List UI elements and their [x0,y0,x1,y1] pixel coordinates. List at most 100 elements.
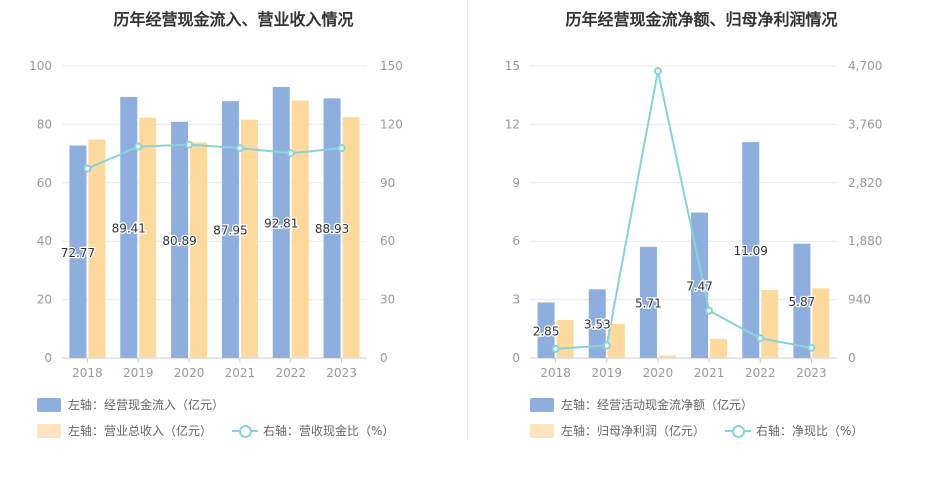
line-point [286,149,295,158]
bar-series-1 [69,145,87,358]
bar-series-2 [658,355,676,358]
legend-item-net-cash-flow[interactable]: 左轴：经营活动现金流净额（亿元） [530,396,753,413]
line-point [602,341,611,350]
x-axis-tick-label: 2019 [591,366,622,380]
x-axis-tick-label: 2018 [72,366,103,380]
bar-series-2 [190,142,208,358]
x-axis-tick-label: 2022 [275,366,306,380]
data-label: 87.95 [213,224,247,238]
legend-row-1: 左轴：经营现金流入（亿元） [37,396,244,413]
left-axis-tick-label: 0 [44,351,52,365]
bar-series-2 [607,323,625,358]
line-point [235,144,244,153]
left-axis-tick-label: 9 [512,176,520,190]
left-axis-tick-label: 6 [512,234,520,248]
left-axis-tick-label: 3 [512,293,520,307]
chart-title: 历年经营现金流入、营业收入情况 [113,10,354,29]
right-axis-tick-label: 90 [380,176,395,190]
legend-row-2: 左轴：营业总收入（亿元） 右轴：营收现金比（%） [37,422,414,439]
data-label: 2.85 [533,324,560,338]
data-label: 89.41 [112,221,146,235]
right-axis-tick-label: 2,820 [848,176,882,190]
line-point [83,164,92,173]
data-label: 72.77 [61,246,95,260]
legend-label: 左轴：归母净利润（亿元） [561,424,706,438]
legend-swatch [530,397,554,412]
bar-series-2 [342,117,360,358]
left-axis-tick-label: 0 [512,351,520,365]
data-label: 92.81 [264,216,298,230]
bar-series-1 [323,98,341,358]
data-label: 11.09 [734,244,768,258]
right-axis-tick-label: 150 [380,59,403,73]
left-axis-tick-label: 40 [37,234,52,248]
legend-label: 右轴：营收现金比（%） [263,424,395,438]
data-label: 88.93 [315,222,349,236]
x-axis-tick-label: 2020 [643,366,674,380]
x-axis-tick-label: 2023 [326,366,357,380]
legend-item-cash-inflow[interactable]: 左轴：经营现金流入（亿元） [37,396,224,413]
legend-swatch [37,423,61,438]
line-point [705,306,714,315]
right-chart-panel: 历年经营现金流净额、归母净利润情况 0 3 6 9 12 15 0 940 1,880 2,820… [468,0,935,480]
data-label: 5.71 [635,296,662,310]
legend-label: 左轴：经营活动现金流净额（亿元） [561,398,754,412]
left-axis-tick-label: 100 [29,59,52,73]
bar-series-1 [221,101,239,358]
bar-series-2 [710,338,728,358]
x-axis-tick-label: 2020 [174,366,205,380]
chart-plot: 0 3 6 9 12 15 0 940 1,880 2,820 3,760 4,700 2018 2019… [505,59,883,380]
line-point [807,343,816,352]
line-point [756,334,765,343]
right-axis-tick-label: 3,760 [848,117,882,131]
line-point [134,142,143,151]
bar-series-2 [812,288,830,358]
right-axis-tick-label: 0 [380,351,388,365]
data-label: 5.87 [789,295,816,309]
left-axis-tick-label: 15 [505,59,520,73]
left-axis-tick-label: 60 [37,176,52,190]
legend-label: 左轴：营业总收入（亿元） [68,424,213,438]
legend-item-net-cash-ratio[interactable]: 右轴：净现比（%） [725,422,863,439]
right-axis-tick-label: 1,880 [848,234,882,248]
legend-swatch [37,397,61,412]
bar-series-1 [793,243,811,358]
legend-item-net-profit[interactable]: 左轴：归母净利润（亿元） [530,422,705,439]
line-point [337,144,346,153]
panel-divider [467,0,468,440]
data-label: 7.47 [686,279,713,293]
line-series [87,143,342,170]
bar-series-2 [761,290,779,358]
bar-series-1 [639,246,657,358]
bar-series-1 [588,289,606,358]
legend-item-revenue[interactable]: 左轴：营业总收入（亿元） [37,422,212,439]
legend-line-marker-icon [232,424,259,438]
bar-series-1 [171,121,189,358]
x-axis-tick-label: 2022 [745,366,776,380]
bar-series-2 [291,100,309,359]
right-axis-tick-label: 120 [380,117,403,131]
chart-title: 历年经营现金流净额、归母净利润情况 [565,10,838,29]
left-axis-tick-label: 12 [505,117,520,131]
line-series [555,70,812,350]
bar-series-2 [88,139,106,358]
right-axis-tick-label: 30 [380,293,395,307]
legend-line-marker-icon [725,424,752,438]
legend-row-2: 左轴：归母净利润（亿元） 右轴：净现比（%） [530,422,883,439]
chart-plot: 0 20 40 60 80 100 0 30 60 90 120 150 2018 2019 2020 202… [29,59,403,380]
bar-series-2 [240,119,258,358]
bar-series-2 [139,117,157,359]
legend-label: 右轴：净现比（%） [756,424,864,438]
left-chart-panel: 历年经营现金流入、营业收入情况 0 20 40 60 80 100 0 30 60 90 120 15… [0,0,467,480]
x-axis-tick-label: 2018 [540,366,571,380]
legend-row-1: 左轴：经营活动现金流净额（亿元） [530,396,773,413]
line-point [551,344,560,353]
bar-series-1 [537,302,555,358]
data-label: 80.89 [162,234,196,248]
bar-series-1 [120,96,138,359]
legend-item-cash-ratio[interactable]: 右轴：营收现金比（%） [232,422,394,439]
x-axis-tick-label: 2021 [225,366,256,380]
line-point [185,140,194,149]
left-axis-tick-label: 20 [37,293,52,307]
data-label: 3.53 [584,318,611,332]
